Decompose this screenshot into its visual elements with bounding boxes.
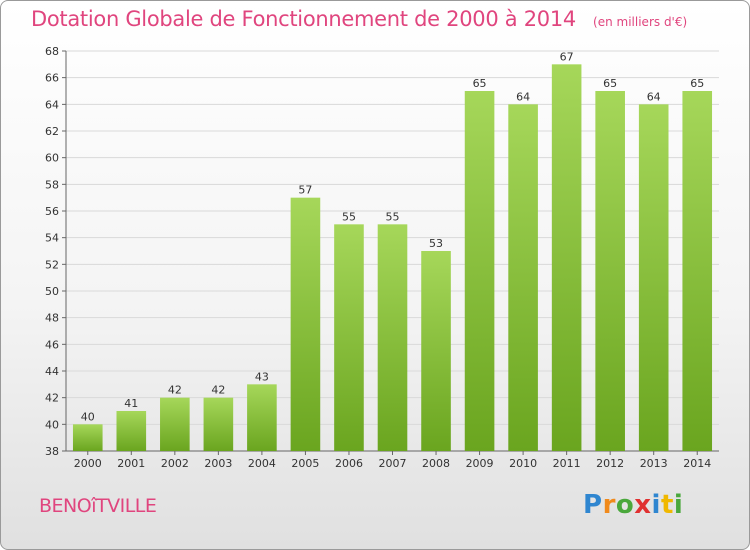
chart-subtitle: (en milliers d'€) — [593, 15, 688, 29]
y-tick-label: 64 — [45, 98, 59, 111]
bar — [160, 397, 190, 451]
bar — [377, 224, 408, 451]
y-tick-label: 56 — [45, 205, 59, 218]
y-tick-label: 50 — [45, 285, 59, 298]
data-label: 65 — [603, 77, 617, 90]
x-tick-label: 2007 — [379, 457, 407, 470]
bar — [203, 397, 234, 451]
x-tick-label: 2002 — [161, 457, 189, 470]
proxiti-logo[interactable]: Proxiti — [583, 490, 683, 520]
bar — [551, 64, 582, 452]
y-tick-label: 52 — [45, 258, 59, 271]
data-label: 55 — [342, 210, 356, 223]
data-label: 65 — [473, 77, 487, 90]
y-tick-label: 58 — [45, 178, 59, 191]
x-tick-label: 2004 — [248, 457, 276, 470]
y-tick-label: 54 — [45, 232, 59, 245]
data-label: 64 — [516, 90, 530, 103]
logo-letter: o — [615, 490, 635, 520]
y-tick-label: 44 — [45, 365, 59, 378]
logo-letter: r — [602, 490, 616, 520]
data-label: 55 — [386, 210, 400, 223]
data-label: 41 — [124, 397, 138, 410]
y-tick-label: 40 — [45, 418, 59, 431]
y-tick-label: 68 — [45, 45, 59, 58]
x-tick-label: 2006 — [335, 457, 363, 470]
x-tick-label: 2012 — [596, 457, 624, 470]
bar — [334, 224, 364, 451]
bar — [638, 104, 669, 451]
data-label: 57 — [298, 184, 312, 197]
x-tick-label: 2013 — [640, 457, 668, 470]
y-tick-label: 46 — [45, 338, 59, 351]
data-label: 42 — [168, 384, 182, 397]
bar — [508, 104, 538, 451]
x-tick-label: 2009 — [466, 457, 494, 470]
x-tick-label: 2005 — [291, 457, 319, 470]
x-tick-label: 2010 — [509, 457, 537, 470]
bar — [464, 91, 495, 451]
y-tick-label: 42 — [45, 392, 59, 405]
data-label: 64 — [647, 90, 661, 103]
x-tick-label: 2000 — [74, 457, 102, 470]
y-tick-label: 38 — [45, 445, 59, 458]
data-label: 42 — [211, 384, 225, 397]
logo-letter: t — [660, 490, 674, 520]
data-label: 40 — [81, 410, 95, 423]
y-tick-label: 62 — [45, 125, 59, 138]
y-tick-label: 66 — [45, 72, 59, 85]
data-label: 43 — [255, 370, 269, 383]
logo-letter: P — [583, 490, 603, 520]
y-tick-label: 48 — [45, 312, 59, 325]
bar — [72, 424, 103, 451]
bar — [421, 251, 451, 451]
x-tick-label: 2014 — [683, 457, 711, 470]
chart-title: Dotation Globale de Fonctionnement de 20… — [31, 7, 576, 31]
chart-title-block: Dotation Globale de Fonctionnement de 20… — [31, 7, 687, 31]
bar — [595, 91, 625, 451]
bar — [247, 384, 277, 451]
logo-letter: x — [634, 490, 652, 520]
logo-letter: i — [651, 490, 661, 520]
data-label: 65 — [690, 77, 704, 90]
data-label: 53 — [429, 237, 443, 250]
bars — [72, 64, 713, 452]
commune-name: BENOîTVILLE — [39, 495, 157, 517]
x-tick-label: 2003 — [204, 457, 232, 470]
labels: 38 40 42 44 46 48 50 52 54 56 58 60 62 64 66 68 40 2000 41… — [45, 45, 711, 470]
x-tick-label: 2001 — [117, 457, 145, 470]
x-tick-label: 2008 — [422, 457, 450, 470]
logo-letter: i — [673, 490, 684, 520]
bar — [682, 91, 713, 451]
data-label: 67 — [560, 50, 574, 63]
bar — [290, 197, 321, 451]
y-tick-label: 60 — [45, 152, 59, 165]
x-tick-label: 2011 — [553, 457, 581, 470]
bar — [116, 411, 147, 451]
